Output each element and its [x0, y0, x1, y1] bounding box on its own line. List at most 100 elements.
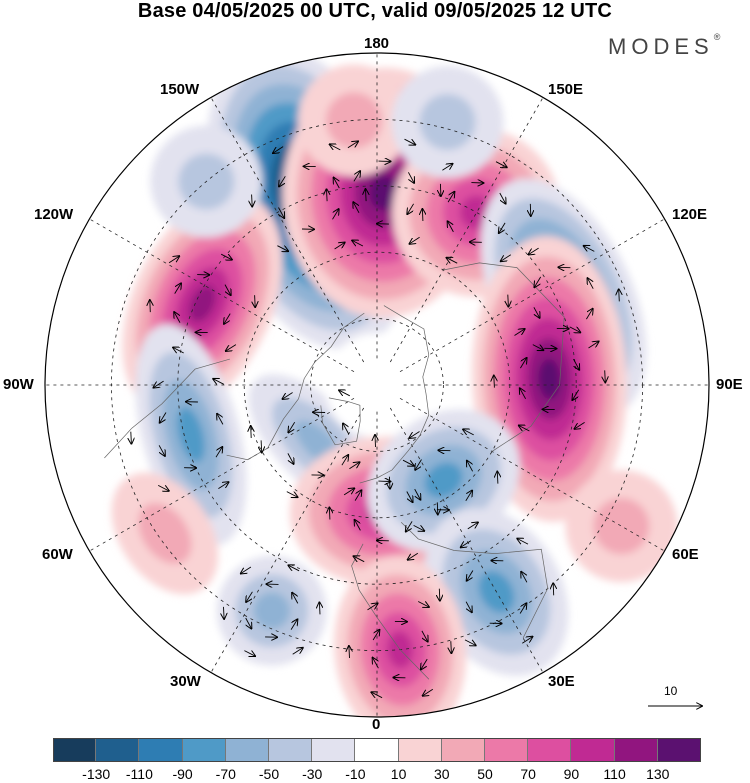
colorbar-swatch — [485, 738, 529, 762]
coastline — [351, 543, 430, 680]
colorbar-swatch — [441, 738, 485, 762]
colorbar-tick-label: -90 — [172, 766, 193, 782]
wind-vector — [375, 435, 376, 448]
wind-vector — [530, 203, 531, 216]
chart-title: Base 04/05/2025 00 UTC, valid 09/05/2025… — [137, 0, 613, 22]
wind-vector — [463, 429, 474, 436]
wind-vector — [573, 358, 580, 370]
anomaly-contour-canada-ridge — [189, 285, 216, 322]
wind-vector — [277, 245, 288, 252]
colorbar-swatch — [269, 738, 313, 762]
colorbar-swatch — [96, 738, 140, 762]
wind-vector — [417, 601, 429, 608]
wind-vector — [508, 294, 509, 307]
wind-vector — [421, 658, 428, 669]
wind-vector — [349, 462, 359, 470]
wind-vector — [605, 370, 606, 382]
wind-vector — [532, 344, 544, 351]
wind-vectors — [131, 138, 620, 699]
wind-vector — [467, 570, 474, 581]
wind-vector — [572, 389, 580, 400]
wind-vector — [347, 141, 358, 149]
wind-vector — [255, 295, 256, 307]
wind-vector — [534, 276, 542, 287]
wind-vector — [288, 421, 296, 432]
wind-vector — [521, 572, 528, 583]
colorbar-border — [53, 738, 701, 762]
wind-vector — [252, 194, 253, 207]
wind-vector — [408, 552, 419, 560]
colorbar-tick-label: -30 — [302, 766, 323, 782]
anomaly-contour-south-asia-ridge — [593, 498, 650, 555]
wind-vector — [150, 300, 151, 313]
wind-vector — [409, 431, 420, 439]
latitude-circle — [177, 185, 577, 585]
meridian-line — [89, 397, 355, 552]
wind-vector — [168, 256, 179, 264]
colorbar-tick-label: 50 — [477, 766, 493, 782]
wind-vector — [226, 344, 237, 351]
wind-vector — [173, 348, 184, 354]
wind-vector — [288, 565, 300, 572]
lon-label-90w: 90W — [3, 376, 34, 393]
wind-vector — [224, 313, 231, 324]
colorbar-swatch — [571, 738, 615, 762]
wind-vector — [246, 591, 253, 602]
wind-vector — [160, 412, 167, 423]
wind-vector — [442, 164, 452, 171]
meridian-line — [210, 407, 365, 673]
wind-vector — [373, 658, 379, 669]
wind-vector — [586, 309, 592, 320]
wind-vector — [414, 488, 421, 500]
wind-vector — [520, 358, 526, 369]
lon-label-150w: 150W — [160, 81, 200, 98]
wind-vector — [501, 254, 512, 262]
wind-vector — [343, 424, 350, 435]
wind-vector — [494, 376, 495, 388]
wind-vector — [154, 380, 164, 388]
colorbar-tick-label: 70 — [520, 766, 536, 782]
reference-vector-label: 10 — [664, 684, 678, 698]
wind-vector — [366, 189, 367, 202]
meridian-line — [399, 397, 665, 552]
wind-vector — [261, 440, 262, 452]
wind-vector — [355, 520, 361, 531]
wind-vector — [619, 289, 620, 302]
wind-vector — [467, 522, 478, 530]
wind-vector — [437, 502, 438, 514]
coastline — [226, 312, 365, 461]
wind-vector — [529, 247, 539, 254]
anomaly-contour-barents-trough — [424, 462, 463, 498]
colorbar-tick-label: -10 — [345, 766, 366, 782]
lon-label-150e: 150E — [548, 81, 584, 98]
wind-vector — [584, 246, 595, 252]
wind-vector — [283, 392, 293, 400]
wind-vector — [520, 388, 526, 400]
map-disc-border — [44, 52, 710, 718]
wind-vector — [224, 606, 225, 619]
wind-vector — [273, 146, 284, 154]
wind-vector — [354, 556, 365, 563]
colorbar-tick-label: 90 — [563, 766, 580, 782]
wind-vector — [215, 447, 222, 458]
wind-vector — [406, 491, 413, 503]
wind-vector — [447, 192, 454, 203]
wind-vector — [448, 221, 454, 233]
wind-vector — [158, 445, 165, 456]
wind-vector — [329, 508, 330, 520]
colorbar-tick-label: 130 — [646, 766, 670, 782]
lon-label-90e: 90E — [716, 376, 743, 393]
wind-vector — [517, 539, 529, 545]
colorbar-tick-label: 110 — [603, 766, 626, 782]
colorbar-swatch — [182, 738, 226, 762]
anomaly-contour-central-asia-ridge — [538, 358, 561, 400]
colorbar-swatch — [398, 738, 442, 762]
wind-vector — [497, 472, 498, 484]
polar-map — [44, 52, 710, 718]
wind-vector — [467, 461, 473, 472]
wind-vector — [244, 650, 255, 657]
polar-cap — [325, 333, 429, 437]
lon-label-60w: 60W — [42, 546, 73, 563]
wind-vector — [465, 491, 472, 502]
wind-vector — [519, 603, 526, 614]
